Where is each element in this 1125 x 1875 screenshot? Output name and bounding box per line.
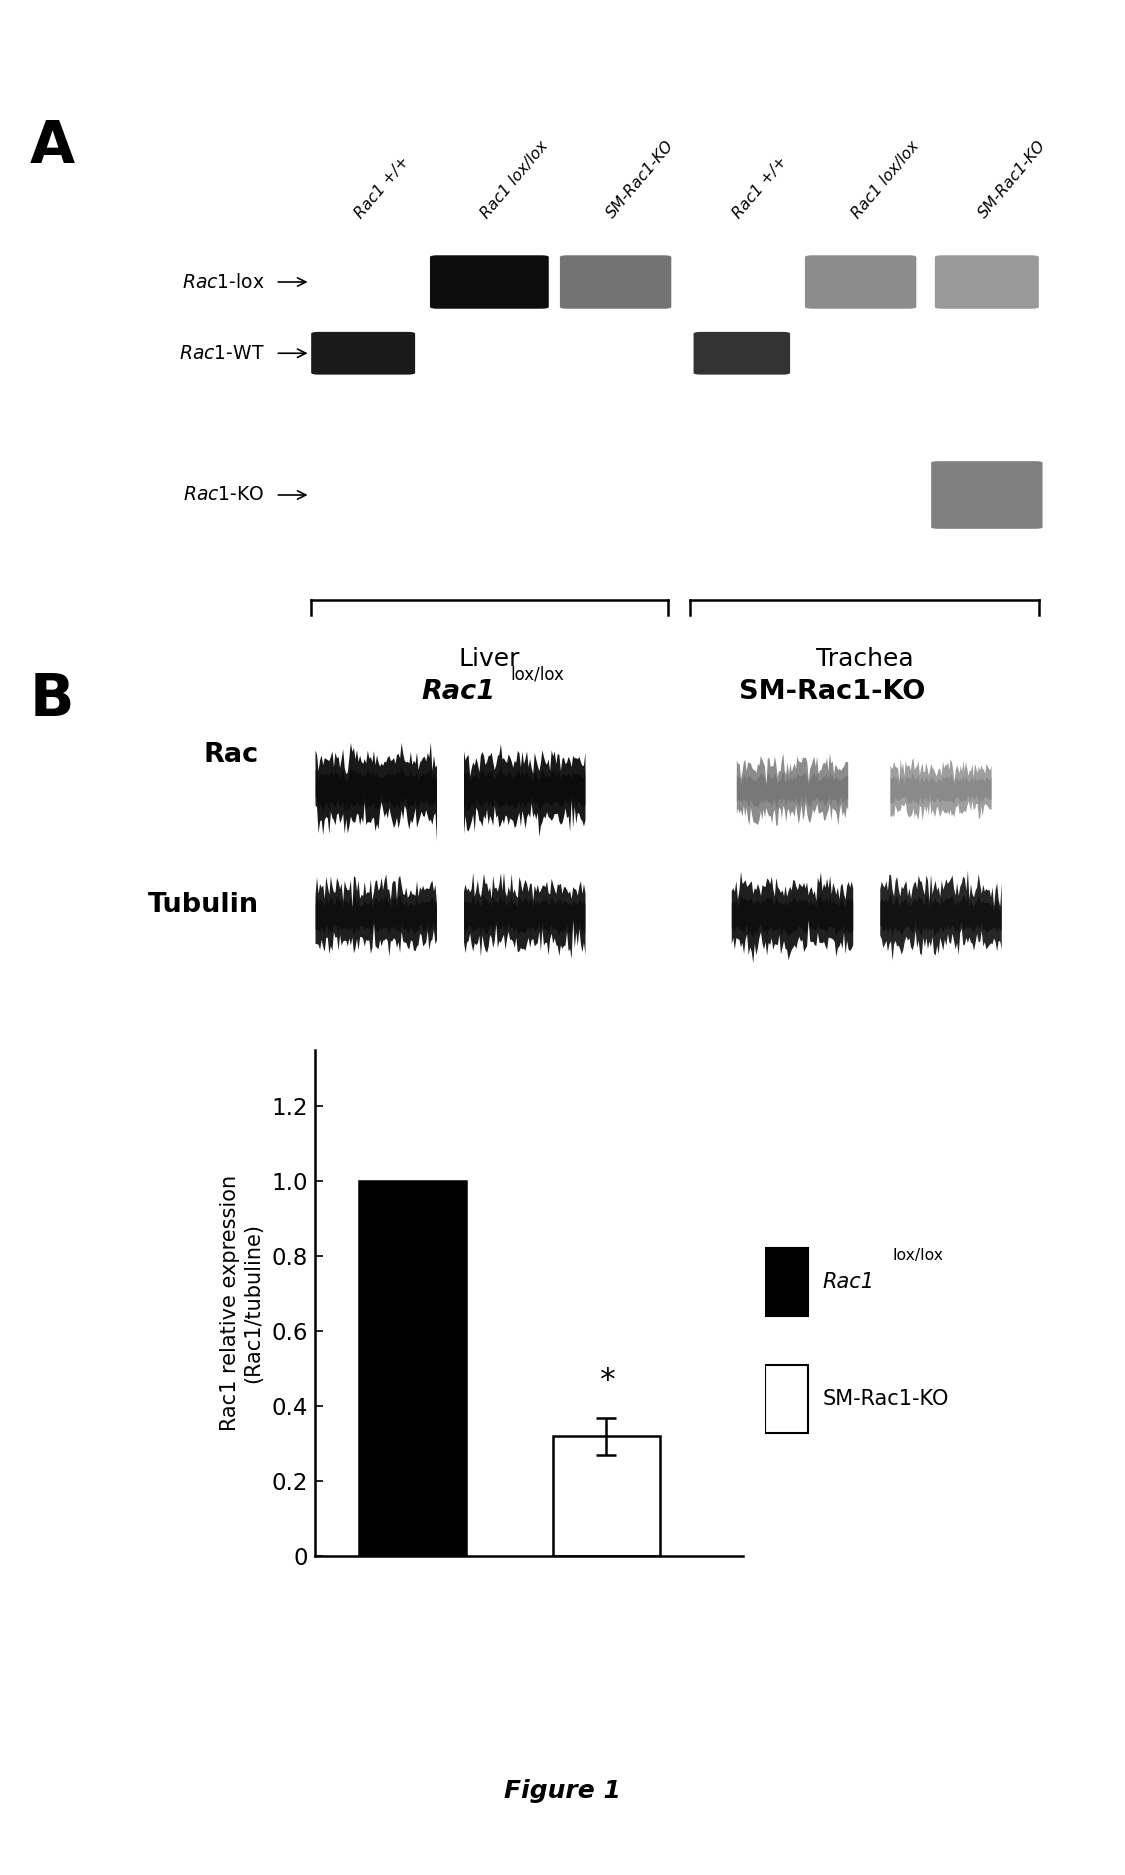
Text: lox/lox: lox/lox	[511, 666, 565, 684]
Text: Rac1: Rac1	[422, 679, 495, 705]
FancyBboxPatch shape	[430, 255, 549, 309]
Bar	[765, 1365, 808, 1432]
Text: Trachea: Trachea	[816, 647, 914, 671]
Text: SM-Rac1-KO: SM-Rac1-KO	[604, 139, 677, 221]
Bar	[765, 1249, 808, 1316]
Text: Liver: Liver	[459, 647, 520, 671]
Text: $\it{Rac1}$-KO: $\it{Rac1}$-KO	[183, 486, 264, 504]
Y-axis label: Rac1 relative expression
(Rac1/tubuline): Rac1 relative expression (Rac1/tubuline)	[219, 1176, 263, 1431]
Text: Rac: Rac	[204, 742, 259, 767]
Bar	[359, 1181, 466, 1556]
Text: Rac1 +/+: Rac1 +/+	[352, 154, 412, 221]
Text: Tubulin: Tubulin	[147, 892, 259, 917]
Text: *: *	[598, 1367, 614, 1395]
Text: Rac1 lox/lox: Rac1 lox/lox	[849, 139, 922, 221]
Text: $\it{Rac1}$-lox: $\it{Rac1}$-lox	[182, 272, 264, 291]
Text: SM-Rac1-KO: SM-Rac1-KO	[822, 1389, 950, 1410]
Text: B: B	[29, 671, 74, 728]
Bar	[554, 1436, 660, 1556]
Text: Rac1: Rac1	[822, 1271, 875, 1292]
Text: Rac1 lox/lox: Rac1 lox/lox	[478, 139, 551, 221]
FancyBboxPatch shape	[312, 332, 415, 375]
Text: SM-Rac1-KO: SM-Rac1-KO	[739, 679, 925, 705]
FancyBboxPatch shape	[935, 255, 1038, 309]
FancyBboxPatch shape	[932, 461, 1043, 529]
Text: lox/lox: lox/lox	[892, 1249, 944, 1264]
Text: Rac1 +/+: Rac1 +/+	[730, 154, 791, 221]
Text: SM-Rac1-KO: SM-Rac1-KO	[975, 139, 1048, 221]
FancyBboxPatch shape	[806, 255, 916, 309]
FancyBboxPatch shape	[560, 255, 672, 309]
Text: $\it{Rac1}$-WT: $\it{Rac1}$-WT	[179, 343, 264, 362]
FancyBboxPatch shape	[693, 332, 790, 375]
Text: Figure 1: Figure 1	[504, 1779, 621, 1802]
Text: A: A	[29, 118, 74, 174]
